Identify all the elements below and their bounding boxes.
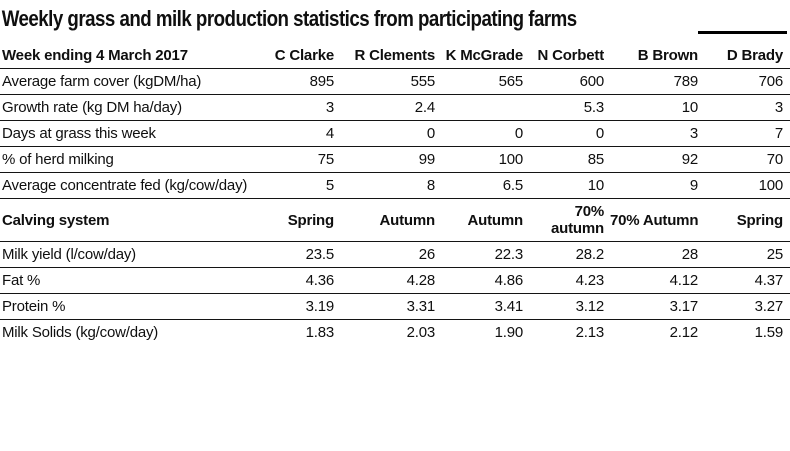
cell-value: 1.59 <box>754 324 784 341</box>
stats-table: Week ending 4 March 2017 C Clarke R Clem… <box>0 43 790 345</box>
table-row: Growth rate (kg DM ha/day) 3 2.4 5.3 10 … <box>0 94 790 121</box>
cell-value: 2.03 <box>406 324 435 341</box>
row-label: Milk yield (l/cow/day) <box>0 241 250 268</box>
cell-value: 3 <box>698 94 790 121</box>
cell-value: 2.13 <box>575 324 604 341</box>
cell-value: 789 <box>604 68 698 95</box>
cell-value: 4 <box>250 120 334 147</box>
cell-value: 99 <box>334 146 435 173</box>
cell-value: 22.3 <box>435 241 523 268</box>
row-label: Days at grass this week <box>0 120 250 147</box>
cell-value: 9 <box>604 172 698 199</box>
cell-value: 3.12 <box>523 293 604 320</box>
d-brady-column-marker <box>698 31 787 34</box>
column-header-c-clarke: C Clarke <box>250 43 334 69</box>
cell-value: 6.5 <box>435 172 523 199</box>
row-label: Growth rate (kg DM ha/day) <box>0 94 250 121</box>
cell-value: Spring <box>698 198 790 242</box>
cell-value: 3.27 <box>698 293 790 320</box>
cell-value: 70 <box>698 146 790 173</box>
cell-value: Autumn <box>334 198 435 242</box>
cell-value: 4.23 <box>523 267 604 294</box>
column-header-b-brown: B Brown <box>604 43 698 69</box>
cell-value: 8 <box>334 172 435 199</box>
cell-value: 895 <box>250 68 334 95</box>
cell-value: 2.12 <box>669 324 698 341</box>
cell-value: 100 <box>698 172 790 199</box>
cell-value: 1.83 <box>305 324 334 341</box>
cell-value: Autumn <box>435 198 523 242</box>
cell-value: 4.12 <box>604 267 698 294</box>
cell-value: 23.5 <box>250 241 334 268</box>
cell-value: 75 <box>250 146 334 173</box>
column-header-n-corbett: N Corbett <box>523 43 604 69</box>
cell-value: 28.2 <box>523 241 604 268</box>
cell-value: 4.36 <box>250 267 334 294</box>
cell-value: 5 <box>250 172 334 199</box>
table-row-calving-system: Calving system Spring Autumn Autumn 70% … <box>0 198 790 242</box>
cell-value: 10 <box>523 172 604 199</box>
cell-value: 0 <box>435 120 523 147</box>
cell-value: Spring <box>250 198 334 242</box>
cell-value: 70% autumn <box>523 198 604 242</box>
cell-value: 2.4 <box>334 94 435 121</box>
cell-value: 0 <box>523 120 604 147</box>
cell-value: 5.3 <box>523 94 604 121</box>
cell-value: 3.17 <box>604 293 698 320</box>
cell-value: 3.31 <box>334 293 435 320</box>
cell-value: 25 <box>698 241 790 268</box>
cell-value: 555 <box>334 68 435 95</box>
table-row: Average concentrate fed (kg/cow/day) 5 8… <box>0 172 790 199</box>
row-label: Average concentrate fed (kg/cow/day) <box>0 172 250 199</box>
cell-value: 4.28 <box>334 267 435 294</box>
row-label: Average farm cover (kgDM/ha) <box>0 68 250 95</box>
cell-value: 100 <box>435 146 523 173</box>
row-label: Fat % <box>0 267 250 294</box>
cell-value: 3.19 <box>250 293 334 320</box>
cell-value <box>435 94 523 121</box>
table-header-row: Week ending 4 March 2017 C Clarke R Clem… <box>0 43 790 69</box>
cell-value: 0 <box>334 120 435 147</box>
table-row: Milk yield (l/cow/day) 23.5 26 22.3 28.2… <box>0 241 790 268</box>
row-label: Calving system <box>0 198 250 242</box>
table-row: Days at grass this week 4 0 0 0 3 7 <box>0 120 790 147</box>
table-row: Average farm cover (kgDM/ha) 895 555 565… <box>0 68 790 95</box>
row-label: Milk Solids (kg/cow/day) <box>2 324 159 341</box>
cell-value: 70% Autumn <box>604 198 698 242</box>
cell-value: 565 <box>435 68 523 95</box>
page-title: Weekly grass and milk production statist… <box>1 6 577 31</box>
cell-value: 3 <box>604 120 698 147</box>
cell-value: 4.37 <box>698 267 790 294</box>
cell-value: 3 <box>250 94 334 121</box>
table-row: Milk Solids (kg/cow/day) 1.83 2.03 1.90 … <box>0 320 790 346</box>
cell-value: 3.41 <box>435 293 523 320</box>
cell-value: 1.90 <box>494 324 523 341</box>
column-header-k-mcgrade: K McGrade <box>435 43 523 69</box>
cell-value: 4.86 <box>435 267 523 294</box>
cell-value: 10 <box>604 94 698 121</box>
table-row: Fat % 4.36 4.28 4.86 4.23 4.12 4.37 <box>0 267 790 294</box>
table-row: Protein % 3.19 3.31 3.41 3.12 3.17 3.27 <box>0 293 790 320</box>
table-row: % of herd milking 75 99 100 85 92 70 <box>0 146 790 173</box>
cell-value: 85 <box>523 146 604 173</box>
row-label: Protein % <box>0 293 250 320</box>
cell-value: 92 <box>604 146 698 173</box>
week-ending-label: Week ending 4 March 2017 <box>0 43 250 69</box>
cell-value: 26 <box>334 241 435 268</box>
cell-value: 706 <box>698 68 790 95</box>
column-header-r-clements: R Clements <box>334 43 435 69</box>
cell-value: 600 <box>523 68 604 95</box>
column-header-d-brady: D Brady <box>698 43 790 69</box>
cell-value: 7 <box>698 120 790 147</box>
cell-value: 28 <box>604 241 698 268</box>
row-label: % of herd milking <box>0 146 250 173</box>
